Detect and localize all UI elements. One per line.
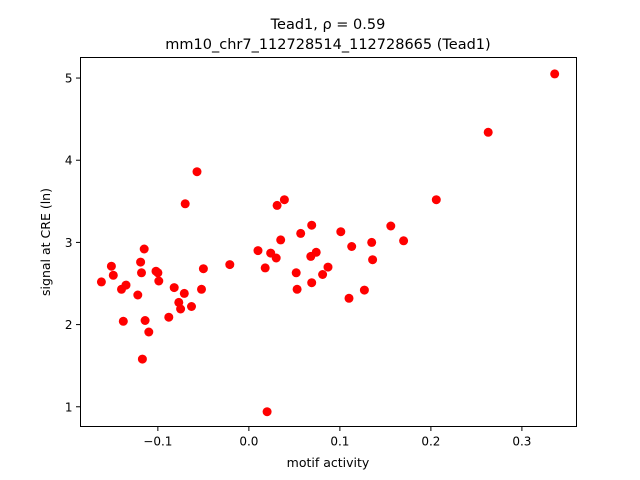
data-point — [154, 276, 164, 286]
data-point — [96, 277, 106, 287]
y-tick-label: 3 — [65, 236, 73, 250]
data-point — [368, 255, 378, 265]
x-tick-label: 0.0 — [239, 435, 258, 449]
data-point — [311, 247, 321, 257]
data-point — [187, 302, 196, 311]
y-tick-label: 4 — [65, 154, 73, 168]
data-point — [344, 293, 354, 303]
data-point — [140, 316, 150, 325]
data-point — [225, 260, 235, 270]
data-point — [153, 268, 163, 278]
data-point — [431, 195, 441, 205]
data-point — [359, 285, 369, 295]
data-point — [180, 199, 190, 209]
data-point — [253, 246, 263, 256]
y-tick-label: 5 — [65, 72, 73, 86]
x-tick-label: 0.1 — [330, 435, 349, 449]
data-point — [108, 270, 118, 280]
data-point — [176, 304, 186, 314]
data-point — [276, 235, 286, 245]
data-point — [164, 312, 174, 322]
chart-title-line-1: Tead1, ρ = 0.59 — [270, 17, 386, 33]
x-tick-label: −0.1 — [143, 435, 172, 449]
y-axis-ticks: 1 2 3 4 5 — [65, 72, 81, 414]
data-point — [483, 127, 493, 137]
data-point — [133, 290, 143, 300]
data-point — [336, 227, 346, 237]
data-point — [169, 283, 179, 293]
data-point — [367, 237, 377, 247]
data-point — [198, 264, 208, 274]
data-point — [192, 167, 202, 177]
data-point — [386, 221, 396, 231]
data-point — [272, 200, 282, 210]
data-point — [292, 284, 302, 294]
data-point — [137, 268, 146, 278]
data-point — [307, 278, 317, 288]
data-point — [347, 242, 357, 251]
data-points — [96, 69, 560, 417]
x-axis-label: motif activity — [287, 455, 370, 470]
chart-title-line-2: mm10_chr7_112728514_112728665 (Tead1) — [165, 37, 490, 53]
data-point — [260, 263, 270, 273]
data-point — [121, 280, 131, 290]
data-point — [399, 236, 409, 246]
data-point — [279, 195, 289, 205]
x-tick-label: 0.3 — [512, 435, 531, 449]
data-point — [136, 257, 146, 267]
x-axis-ticks: −0.1 0.0 0.1 0.2 0.3 — [143, 426, 531, 449]
y-tick-label: 2 — [65, 318, 73, 332]
data-point — [323, 262, 333, 272]
y-tick-label: 1 — [65, 400, 73, 414]
data-point — [291, 268, 301, 278]
data-point — [262, 407, 272, 417]
data-point — [179, 288, 189, 298]
data-point — [550, 69, 560, 79]
data-point — [144, 327, 154, 337]
data-point — [137, 354, 147, 364]
data-point — [197, 284, 206, 294]
data-point — [106, 261, 116, 271]
data-point — [271, 253, 281, 263]
data-point — [307, 220, 317, 230]
data-point — [296, 228, 306, 238]
x-tick-label: 0.2 — [421, 435, 440, 449]
data-point — [118, 316, 128, 326]
data-point — [318, 270, 328, 279]
data-point — [139, 244, 149, 254]
y-axis-label: signal at CRE (ln) — [38, 188, 53, 296]
